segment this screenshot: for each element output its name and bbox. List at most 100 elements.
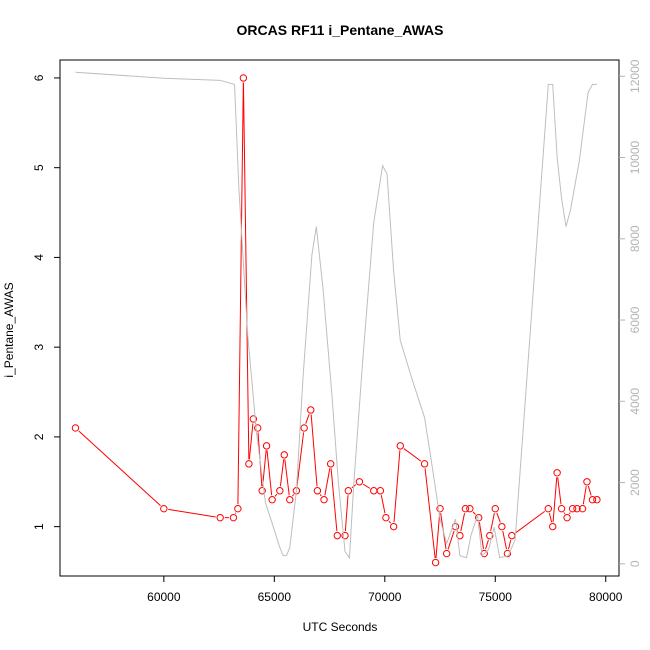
chart-title: ORCAS RF11 i_Pentane_AWAS xyxy=(237,22,444,38)
series-0-segment xyxy=(388,520,392,524)
series-1-line xyxy=(75,71,597,560)
y2-tick-label: 6000 xyxy=(628,306,642,333)
series-0-point xyxy=(234,504,242,513)
series-0-segment xyxy=(324,468,331,496)
series-0-point xyxy=(503,549,512,558)
y-tick-label: 4 xyxy=(32,254,46,261)
series-0-segment xyxy=(472,511,476,515)
series-0-point xyxy=(456,531,464,540)
series-0-segment xyxy=(284,459,290,496)
series-0-point xyxy=(344,487,353,495)
series-0-segment xyxy=(515,510,545,534)
series-0-point xyxy=(313,487,322,495)
x-tick-label: 80000 xyxy=(589,590,623,604)
series-0-point xyxy=(249,415,258,423)
series-0-point xyxy=(573,504,581,513)
series-0-point xyxy=(557,504,566,513)
series-0-point xyxy=(160,504,168,513)
series-0-point xyxy=(300,424,308,432)
series-0-segment xyxy=(380,495,386,514)
series-layer xyxy=(71,71,601,567)
series-0-segment xyxy=(563,512,566,515)
series-0-segment xyxy=(274,493,278,497)
series-0-segment xyxy=(460,513,466,532)
series-0-point xyxy=(268,496,276,504)
series-0-segment xyxy=(435,513,441,559)
series-0-segment xyxy=(496,512,501,523)
y-axis-label: i_Pentane_AWAS xyxy=(2,282,16,377)
plot-frame xyxy=(59,59,620,577)
series-0-segment xyxy=(344,495,349,532)
y-tick-label: 5 xyxy=(32,164,46,171)
series-0-segment xyxy=(292,494,295,497)
series-1 xyxy=(75,71,597,560)
y2-tick-label: 10000 xyxy=(628,141,642,175)
series-0-segment xyxy=(557,477,562,505)
series-0-segment xyxy=(403,448,422,462)
series-0-point xyxy=(286,496,294,504)
series-0-point xyxy=(245,460,253,468)
series-0-segment xyxy=(262,450,267,487)
series-0-point xyxy=(307,406,315,414)
series-0-point xyxy=(389,522,398,531)
series-0-point xyxy=(563,513,571,522)
series-0-segment xyxy=(478,522,485,550)
series-0-segment xyxy=(305,414,310,424)
series-0-point xyxy=(320,496,328,504)
series-0-segment xyxy=(485,539,489,550)
y-tick-label: 3 xyxy=(32,344,46,351)
series-0-segment xyxy=(490,513,495,532)
series-0-segment xyxy=(569,512,571,515)
series-0-segment xyxy=(582,486,587,505)
series-0-point xyxy=(262,442,271,450)
series-0-segment xyxy=(237,82,244,505)
x-tick-label: 70000 xyxy=(368,590,402,604)
series-0-point xyxy=(280,451,288,459)
x-tick-label: 75000 xyxy=(479,590,513,604)
series-0-point xyxy=(420,460,429,468)
series-0-point xyxy=(480,549,488,558)
series-0-point xyxy=(229,513,238,522)
series-0-segment xyxy=(552,477,558,523)
series-0-point xyxy=(466,504,474,513)
axes-layer: 60000 65000 70000 75000 80000 1 2 3 4 5 6 0 2000 4000… xyxy=(32,59,642,604)
series-0-segment xyxy=(362,483,371,489)
series-0-point xyxy=(578,504,587,513)
x-tick-label: 65000 xyxy=(258,590,292,604)
series-0-point xyxy=(216,513,224,522)
series-0-point xyxy=(258,487,266,495)
series-0-segment xyxy=(548,512,553,523)
series-0-point xyxy=(508,531,516,540)
y2-tick-label: 12000 xyxy=(628,59,642,93)
x-axis-label: UTC Seconds xyxy=(303,620,378,634)
series-0-point xyxy=(553,469,561,477)
series-0-segment xyxy=(279,459,285,487)
series-0-point xyxy=(498,522,506,531)
series-0-segment xyxy=(330,468,338,532)
series-0-segment xyxy=(424,468,436,559)
series-0-segment xyxy=(296,432,305,487)
series-0 xyxy=(71,74,601,567)
series-0-point xyxy=(549,522,557,531)
series-0-point xyxy=(254,424,262,432)
x-tick-label: 60000 xyxy=(147,590,181,604)
series-0-point xyxy=(396,442,404,450)
y-tick-label: 6 xyxy=(32,74,46,81)
series-0-segment xyxy=(310,414,318,487)
y2-tick-label: 2000 xyxy=(628,469,642,496)
series-0-point xyxy=(370,487,378,495)
series-0-segment xyxy=(168,508,216,518)
series-0-segment xyxy=(508,539,512,550)
y-tick-label: 2 xyxy=(32,433,46,440)
series-0-segment xyxy=(393,450,401,523)
series-0-point xyxy=(431,558,440,567)
series-0-point xyxy=(568,504,577,513)
series-0-point xyxy=(382,513,390,522)
series-0-point xyxy=(593,496,601,504)
series-0-point xyxy=(461,504,470,513)
series-0-point xyxy=(239,74,248,82)
series-0-point xyxy=(71,424,80,432)
series-0-point xyxy=(588,496,597,504)
